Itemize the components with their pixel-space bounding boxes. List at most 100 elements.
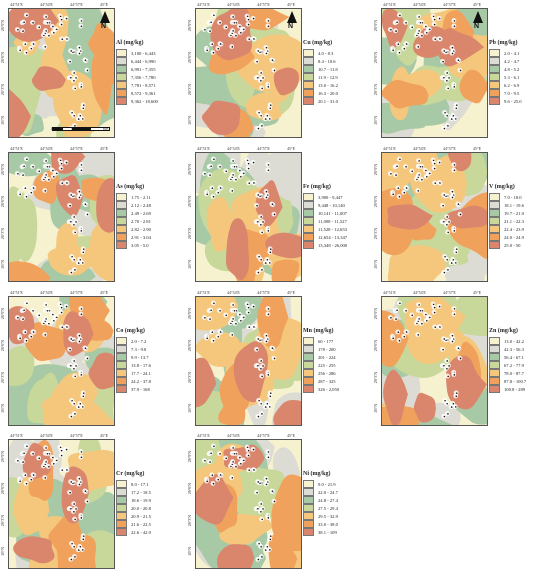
sample-point	[267, 313, 270, 316]
sample-point	[84, 59, 87, 62]
legend-swatch	[303, 520, 314, 528]
sample-point	[66, 38, 68, 40]
sample-point	[32, 331, 35, 333]
sample-point	[45, 447, 47, 449]
sample-point	[448, 221, 450, 223]
north-arrow-icon	[287, 11, 297, 23]
legend-range: 56.4 - 67.1	[504, 354, 524, 360]
sample-point	[61, 326, 64, 328]
legend-range: 12,654 - 13,347	[318, 234, 348, 240]
class-zone-6	[459, 69, 487, 104]
surface-svg	[196, 9, 301, 137]
sample-point	[38, 314, 41, 317]
legend-range: 2.70 - 2.81	[131, 218, 151, 224]
sample-point	[78, 52, 81, 55]
sample-point	[80, 313, 83, 316]
sample-point	[267, 25, 270, 28]
sample-point	[75, 221, 77, 223]
legend-swatch	[303, 337, 314, 345]
sample-point	[438, 305, 441, 308]
sample-point	[443, 220, 445, 223]
sample-point	[80, 456, 83, 459]
sample-point	[398, 51, 401, 54]
sample-point	[266, 545, 269, 548]
sample-point	[262, 365, 264, 367]
legend-row: 87.8 - 100.7	[489, 377, 550, 385]
sample-point	[451, 190, 454, 193]
sample-point	[447, 231, 449, 234]
legend-range: 9.6 - 25.0	[504, 98, 522, 104]
legend-row: 22.0 - 24.7	[303, 488, 367, 496]
sample-point	[448, 365, 450, 367]
sample-point	[60, 23, 63, 26]
class-zone-7	[9, 88, 32, 137]
legend-title: Al (mg/kg)	[116, 40, 144, 46]
legend-row: 22.6 - 42.0	[116, 528, 180, 536]
latitude-tick: 26°9'N	[0, 164, 5, 176]
legend-row: 2.70 - 2.81	[116, 217, 180, 225]
sample-point	[211, 43, 214, 46]
sample-point	[61, 469, 64, 471]
sample-point	[433, 23, 436, 26]
sample-point	[232, 160, 234, 162]
sample-point	[219, 331, 222, 333]
legend-swatch	[303, 369, 314, 377]
sample-point	[25, 339, 28, 342]
sample-point	[240, 319, 242, 322]
sample-point	[73, 367, 75, 370]
sample-point	[432, 303, 435, 306]
legend-title: Cu (mg/kg)	[303, 40, 333, 46]
legend-row: 9,362 - 18,600	[116, 97, 180, 105]
legend-swatch	[116, 361, 127, 369]
latitude-tick: 26°6'N	[187, 340, 192, 352]
sample-point	[70, 50, 73, 52]
legend-swatch	[116, 49, 127, 57]
sample-point	[443, 364, 445, 367]
class-zone-7	[201, 100, 241, 136]
sample-point	[267, 451, 270, 453]
class-zone-5	[196, 297, 239, 331]
sample-point	[403, 47, 406, 50]
sample-point	[271, 490, 274, 493]
sample-point	[65, 161, 68, 164]
sample-point	[219, 43, 222, 45]
legend-row: 20.9 - 21.5	[116, 512, 180, 520]
sample-point	[253, 38, 255, 40]
sample-point	[235, 465, 237, 468]
sample-point	[52, 313, 54, 316]
legend-range: 33.0 - 38.0	[318, 521, 338, 527]
longitude-tick: 44°54'E	[40, 290, 53, 295]
sample-point	[70, 220, 72, 223]
class-zone-5	[245, 92, 282, 121]
sample-point	[44, 477, 47, 479]
sample-point	[204, 459, 206, 462]
legend-range: 178 - 200	[318, 346, 336, 352]
sample-point	[418, 304, 420, 306]
legend-row: 12,654 - 13,347	[303, 233, 367, 241]
longitude-tick: 44°57'E	[257, 433, 270, 438]
sample-point	[450, 406, 453, 408]
sample-point	[434, 326, 437, 328]
legend-row: 8.0 - 17.1	[116, 480, 180, 488]
legend-cu: Cu (mg/kg) 4.0 - 8.3 8.4 - 10.6 10.7 - 11.8…	[303, 40, 367, 105]
latitude-tick: 26°9'N	[0, 308, 5, 320]
interpolated-surface-v	[381, 152, 488, 282]
sample-point	[239, 313, 241, 316]
legend-row: 4.0 - 8.3	[303, 49, 367, 57]
map-panel-cu: N 44°51'E 44°54'E 44°57'E 45°E 26°9'N 26°6'N 26…	[187, 2, 367, 142]
sample-point	[219, 21, 221, 24]
legend-row: 6,991 - 7,355	[116, 65, 180, 73]
sample-point	[46, 452, 49, 455]
sample-point	[447, 87, 449, 90]
legend-range: 7.0 - 9.5	[504, 90, 520, 96]
sample-point	[392, 337, 394, 340]
sample-point	[209, 461, 211, 463]
sample-point	[60, 18, 63, 21]
longitude-tick: 44°51'E	[197, 433, 210, 438]
sample-point	[257, 481, 260, 483]
longitude-tick: 44°54'E	[227, 433, 240, 438]
sample-point	[417, 46, 420, 48]
legend-row: 3,900 - 9,447	[303, 193, 367, 201]
sample-point	[79, 258, 82, 261]
sample-point	[267, 456, 270, 459]
